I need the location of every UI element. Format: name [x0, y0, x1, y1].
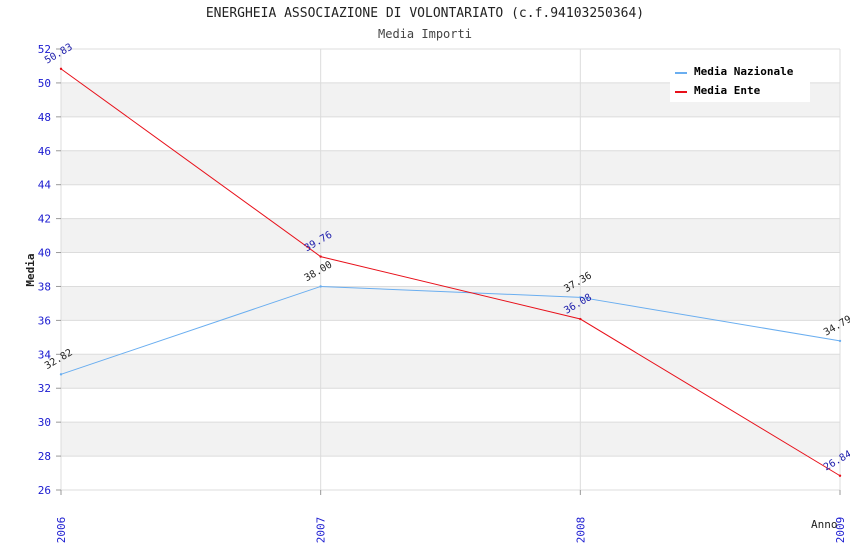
x-tick-label: 2006 — [55, 517, 68, 544]
data-point — [579, 317, 582, 321]
grid-band — [61, 422, 840, 457]
y-tick-label: 32 — [38, 382, 51, 395]
y-tick-label: 28 — [38, 450, 51, 463]
data-point — [319, 285, 322, 288]
grid-band — [61, 150, 840, 185]
chart-subtitle: Media Importi — [378, 27, 472, 41]
x-tick-label: 2009 — [834, 517, 847, 544]
y-axis-ticks: 26 28 30 32 34 36 38 40 42 44 46 48 50 52 — [38, 43, 61, 497]
legend: Media Nazionale Media Ente — [670, 60, 810, 102]
y-tick-label: 52 — [38, 43, 51, 56]
grid-band — [61, 354, 840, 389]
grid-band — [61, 320, 840, 355]
y-tick-label: 36 — [38, 314, 51, 327]
gridlines — [60, 48, 841, 491]
y-tick-label: 44 — [38, 179, 52, 192]
chart-title: ENERGHEIA ASSOCIAZIONE DI VOLONTARIATO (… — [205, 6, 645, 21]
y-tick-label: 50 — [38, 77, 51, 90]
y-tick-label: 42 — [38, 213, 51, 226]
grid-band — [61, 252, 840, 287]
y-tick-label: 34 — [38, 348, 52, 361]
y-tick-label: 26 — [38, 484, 51, 497]
x-tick-label: 2008 — [574, 517, 587, 544]
x-axis-label: Anno — [811, 518, 838, 531]
y-tick-label: 40 — [38, 247, 51, 260]
y-tick-label: 48 — [38, 111, 51, 124]
legend-label-media-ente: Media Ente — [694, 84, 761, 97]
series-line-media-ente — [60, 68, 841, 477]
data-point — [59, 373, 63, 376]
data-point — [59, 67, 63, 71]
y-tick-label: 30 — [38, 416, 51, 429]
grid-band — [61, 218, 840, 253]
legend-label-media-nazionale: Media Nazionale — [694, 65, 794, 78]
x-axis-ticks: 2006 2007 2008 2009 — [55, 490, 847, 543]
data-point — [838, 339, 842, 343]
legend-box — [670, 60, 810, 102]
grid-band — [61, 456, 840, 490]
data-point — [319, 255, 322, 258]
grid-band — [61, 116, 840, 151]
x-tick-label: 2007 — [315, 517, 328, 544]
data-point — [579, 296, 582, 299]
y-axis-label: Media — [24, 253, 37, 286]
series-line-media-nazionale — [60, 285, 841, 375]
background-bands — [61, 49, 840, 490]
grid-band — [61, 184, 840, 219]
data-point — [838, 474, 842, 477]
y-tick-label: 38 — [38, 280, 51, 293]
grid-band — [61, 388, 840, 423]
y-tick-label: 46 — [38, 145, 51, 158]
